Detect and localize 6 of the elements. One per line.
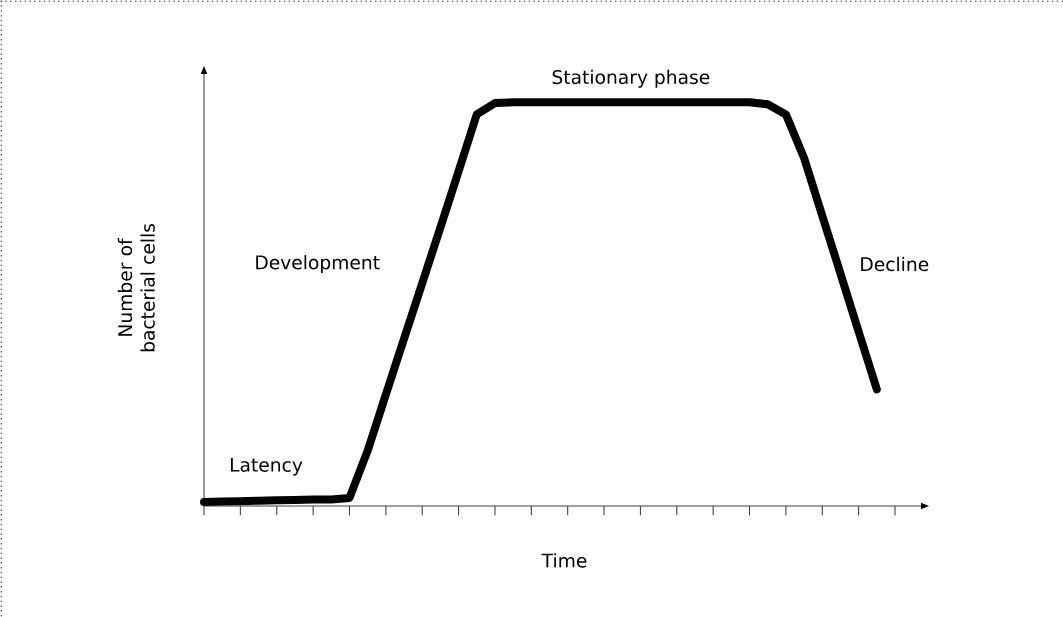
text: Stationary phase	[552, 69, 710, 88]
annotation: Latency	[230, 458, 303, 476]
annotation: Decline	[861, 256, 929, 272]
y-axis-title: Number of bacterial cells	[117, 223, 155, 352]
annotation: Development	[256, 254, 380, 274]
x-axis-title: Time	[541, 553, 587, 568]
